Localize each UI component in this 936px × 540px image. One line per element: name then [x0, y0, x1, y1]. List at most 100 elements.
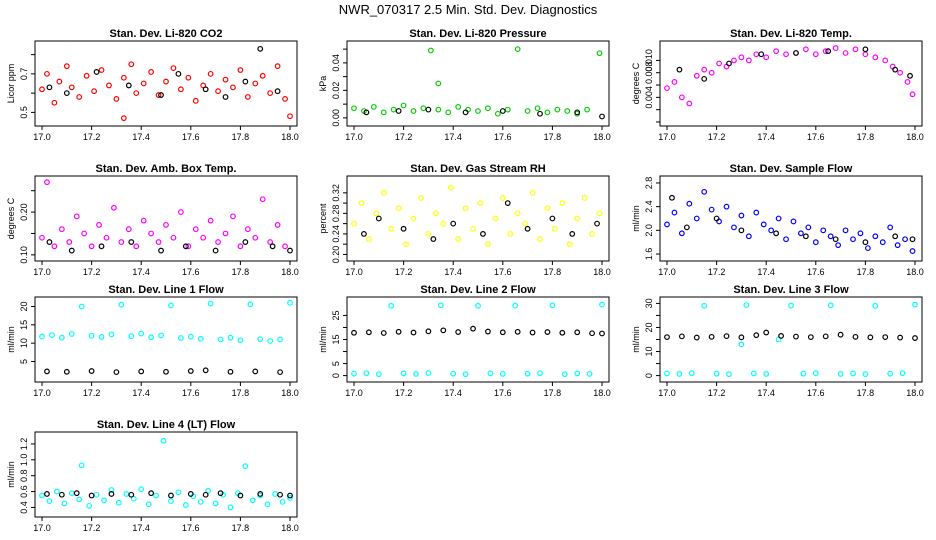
y-tick-label: 0.008 — [644, 61, 654, 84]
data-point — [726, 60, 732, 67]
data-point — [842, 227, 849, 234]
x-tick-label: 18.0 — [281, 132, 299, 142]
data-point — [128, 491, 135, 498]
panel-0: Stan. Dev. Li-820 CO2 17.0 17.2 17.4 17.6 17.… — [6, 28, 299, 142]
data-point — [798, 230, 804, 237]
panel-title: Stan. Dev. Line 3 Flow — [733, 284, 849, 296]
data-point — [257, 491, 264, 497]
data-point — [373, 210, 380, 217]
y-tick-label: 0.20 — [331, 246, 341, 264]
data-point — [177, 86, 184, 93]
x-tick-label: 17.6 — [807, 388, 825, 398]
data-point — [118, 239, 125, 245]
data-point — [594, 220, 600, 227]
y-axis-label: degrees C — [6, 197, 16, 239]
data-point — [264, 501, 271, 508]
data-point — [153, 492, 159, 499]
y-tick-label: 0.4 — [19, 501, 29, 514]
data-point — [760, 221, 767, 228]
data-point — [272, 491, 279, 497]
data-point — [807, 334, 814, 340]
data-point — [912, 301, 918, 308]
data-point — [738, 227, 745, 234]
data-point — [113, 369, 120, 376]
series-black — [44, 367, 283, 376]
data-point — [63, 63, 70, 70]
data-point — [148, 69, 155, 75]
data-point — [287, 495, 293, 501]
data-point — [837, 331, 844, 338]
data-point — [713, 215, 720, 222]
data-point — [242, 239, 249, 245]
y-tick-label: 2.4 — [644, 200, 654, 213]
data-point — [907, 72, 913, 79]
data-point — [504, 200, 511, 207]
data-point — [287, 492, 293, 499]
data-point — [822, 333, 829, 340]
y-axis-label: ml/min — [318, 326, 328, 353]
data-point — [237, 492, 244, 499]
data-point — [274, 88, 281, 95]
data-point — [103, 234, 110, 241]
data-point — [140, 80, 147, 87]
data-point — [470, 325, 476, 332]
data-point — [168, 492, 174, 499]
data-point — [267, 239, 274, 245]
x-tick-label: 17.6 — [494, 132, 512, 142]
data-point — [163, 222, 169, 228]
data-point — [351, 105, 357, 112]
series-green — [351, 46, 603, 117]
data-point — [88, 243, 95, 250]
series-black — [361, 200, 600, 242]
series-black — [669, 194, 916, 246]
data-point — [822, 48, 829, 55]
data-point — [227, 368, 234, 375]
data-point — [537, 236, 543, 242]
data-point — [274, 63, 281, 70]
data-point — [98, 67, 105, 73]
data-point — [773, 48, 780, 55]
data-point — [862, 371, 869, 378]
data-point — [108, 487, 115, 493]
data-point — [53, 488, 60, 495]
data-point — [158, 332, 164, 339]
y-tick-label: 0.00 — [331, 109, 341, 127]
series-black — [44, 490, 293, 499]
data-point — [66, 239, 73, 245]
data-point — [549, 215, 556, 222]
data-point — [227, 504, 234, 511]
data-point — [507, 230, 514, 237]
data-point — [864, 245, 871, 252]
data-point — [88, 332, 95, 339]
data-point — [812, 370, 819, 377]
data-point — [118, 301, 125, 308]
data-point — [242, 463, 249, 470]
data-point — [492, 215, 499, 222]
data-point — [664, 85, 670, 92]
data-point — [410, 215, 417, 222]
data-point — [410, 108, 417, 114]
data-point — [277, 491, 283, 498]
x-tick-label: 17.6 — [494, 267, 512, 277]
data-point — [182, 502, 189, 508]
data-point — [462, 205, 469, 212]
data-point — [738, 212, 745, 219]
data-point — [351, 220, 357, 227]
data-point — [237, 243, 244, 250]
data-point — [230, 84, 236, 91]
x-tick-label: 17.8 — [232, 388, 250, 398]
data-point — [287, 247, 293, 254]
x-tick-label: 17.0 — [33, 267, 51, 277]
y-tick-label: 0.32 — [331, 184, 341, 202]
data-point — [574, 329, 581, 336]
data-point — [205, 487, 212, 494]
data-point — [678, 333, 685, 340]
y-tick-label: 5 — [19, 359, 29, 364]
x-tick-label: 17.8 — [232, 132, 250, 142]
x-tick-label: 17.0 — [33, 523, 51, 533]
data-point — [544, 109, 551, 116]
data-point — [197, 335, 204, 342]
y-tick-label: 0.10 — [19, 246, 29, 264]
data-point — [832, 45, 839, 51]
data-point — [282, 243, 288, 250]
